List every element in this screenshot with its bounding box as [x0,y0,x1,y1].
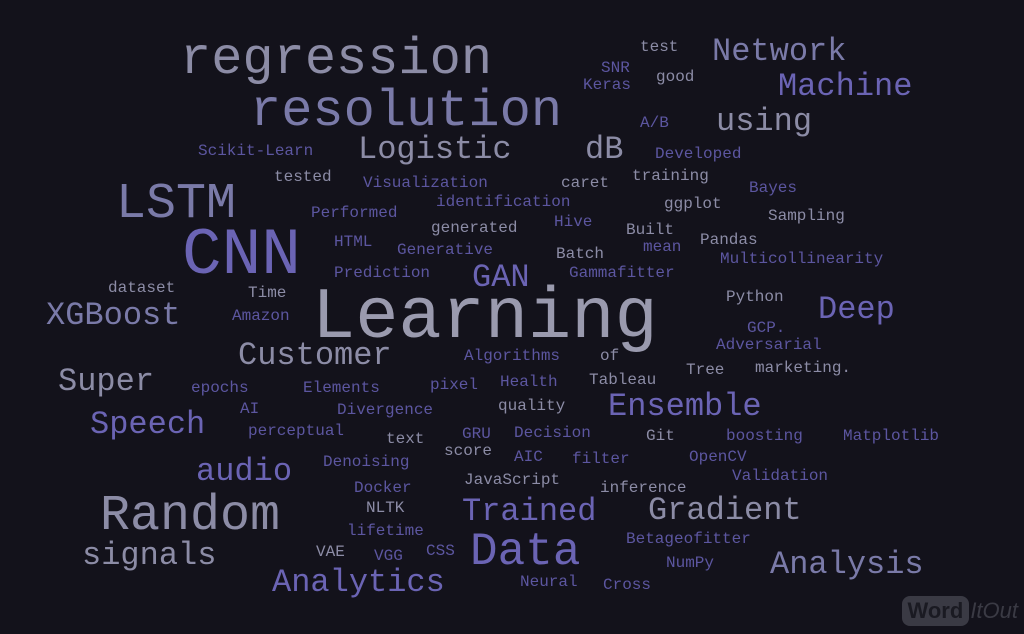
word-gru: GRU [462,425,491,443]
word-text: text [386,430,425,448]
word-opencv: OpenCV [689,448,747,466]
word-vgg: VGG [374,547,403,565]
word-developed: Developed [655,145,742,163]
word-score: score [444,442,493,460]
word-python: Python [726,288,784,306]
word-git: Git [646,427,675,445]
word-tableau: Tableau [589,371,657,389]
word-nltk: NLTK [366,499,405,517]
word-ai: AI [240,400,260,418]
word-caret: caret [561,174,610,192]
word-generated: generated [431,219,518,237]
word-bayes: Bayes [749,179,798,197]
word-aic: AIC [514,448,543,466]
word-xgboost: XGBoost [46,297,181,334]
word-customer: Customer [238,337,392,374]
word-using: using [716,103,813,140]
word-pixel: pixel [430,376,479,394]
logo-itout: ItOut [970,598,1018,623]
word-deep: Deep [818,291,895,328]
word-audio: audio [196,453,293,490]
word-javascript: JavaScript [464,471,561,489]
word-training: training [632,167,709,185]
word-quality: quality [498,397,566,415]
word-adversarial: Adversarial [716,336,822,354]
word-keras: Keras [583,76,632,94]
word-cross: Cross [603,576,652,594]
word-built: Built [626,221,675,239]
word-amazon: Amazon [232,307,290,325]
word-machine: Machine [778,68,913,105]
word-learning: Learning [312,277,658,359]
word-test: test [640,38,679,56]
word-generative: Generative [397,241,494,259]
word-hive: Hive [554,213,593,231]
word-speech: Speech [90,406,206,443]
word-gcp: GCP. [747,319,786,337]
word-marketing: marketing. [755,359,852,377]
word-of: of [600,347,620,365]
word-lifetime: lifetime [347,522,424,540]
word-inference: inference [600,479,687,497]
word-super: Super [58,363,155,400]
word-trained: Trained [462,493,597,530]
word-performed: Performed [311,204,398,222]
word-betageofitter: Betageofitter [626,530,751,548]
word-prediction: Prediction [334,264,431,282]
word-visualization: Visualization [363,174,488,192]
word-analysis: Analysis [770,546,924,583]
word-boosting: boosting [726,427,803,445]
word-good: good [656,68,695,86]
word-regression: regression [180,30,493,89]
wordltout-logo: Word ItOut [901,596,1018,626]
word-ensemble: Ensemble [608,388,762,425]
word-validation: Validation [732,467,829,485]
word-perceptual: perceptual [248,422,345,440]
word-resolution: resolution [250,82,563,141]
word-vae: VAE [316,543,345,561]
word-tree: Tree [686,361,725,379]
logo-word: Word [901,596,970,626]
word-analytics: Analytics [272,564,445,601]
word-numpy: NumPy [666,554,715,572]
word-gammafitter: Gammafitter [569,264,675,282]
word-css: CSS [426,542,455,560]
word-db: dB [585,131,624,168]
word-filter: filter [572,450,630,468]
word-matplotlib: Matplotlib [843,427,940,445]
word-tested: tested [274,168,332,186]
word-cnn: CNN [182,218,301,293]
word-logistic: Logistic [358,131,512,168]
word-identification: identification [436,193,571,211]
word-epochs: epochs [191,379,249,397]
word-signals: signals [82,537,217,574]
word-health: Health [500,373,558,391]
word-gradient: Gradient [648,492,802,529]
word-network: Network [712,33,847,70]
word-elements: Elements [303,379,380,397]
word-divergence: Divergence [337,401,434,419]
word-data: Data [470,526,581,578]
word-decision: Decision [514,424,591,442]
word-ggplot: ggplot [664,195,722,213]
word-dataset: dataset [108,279,176,297]
word-docker: Docker [354,479,412,497]
word-html: HTML [334,233,373,251]
word-scikit-learn: Scikit-Learn [198,142,314,160]
word-a-b: A/B [640,114,669,132]
word-denoising: Denoising [323,453,410,471]
word-snr: SNR [601,59,630,77]
word-mean: mean [643,238,682,256]
word-pandas: Pandas [700,231,758,249]
word-neural: Neural [520,573,578,591]
word-lstm: LSTM [116,176,237,233]
word-gan: GAN [472,259,530,296]
word-batch: Batch [556,245,605,263]
word-algorithms: Algorithms [464,347,561,365]
word-multicollinearity: Multicollinearity [720,250,884,268]
word-random: Random [100,488,281,545]
word-sampling: Sampling [768,207,845,225]
word-time: Time [248,284,287,302]
